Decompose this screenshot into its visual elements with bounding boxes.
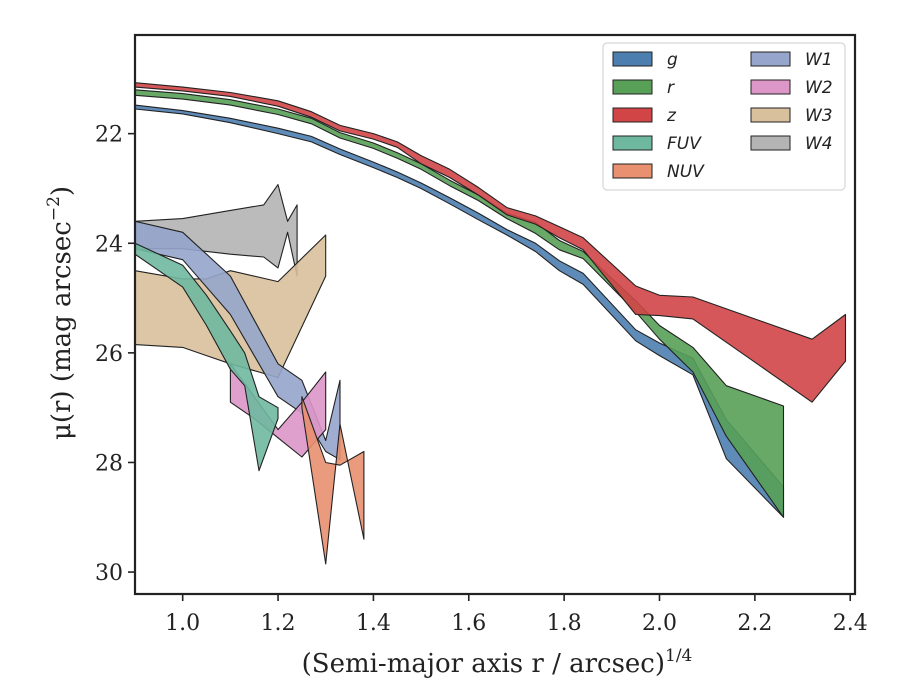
x-axis-title-main: (Semi-major axis r / arcsec) [302,649,665,679]
band-r [135,89,785,518]
legend-swatch-z [612,107,653,123]
legend-swatch-w3 [750,107,791,123]
legend-swatch-fuv [612,135,653,151]
legend-label-g: g [667,50,678,70]
y-tick-label: 26 [95,342,123,367]
legend-label-fuv: FUV [667,134,702,154]
legend-label-w4: W4 [805,134,833,154]
x-tick-label: 1.8 [547,611,582,636]
y-axis-title: μ(r) (mag arcsec−2) [44,186,77,440]
band-z [135,82,847,403]
y-tick-label: 22 [95,123,123,148]
series-bands [135,82,847,565]
x-tick-label: 2.4 [833,611,868,636]
y-tick-label: 28 [95,451,123,476]
y-tick-label: 24 [95,232,123,257]
legend-label-w3: W3 [805,106,833,126]
legend-swatch-nuv [612,163,653,179]
legend-label-w2: W2 [805,78,833,98]
x-tick-label: 1.2 [261,611,296,636]
legend-swatch-w2 [750,79,791,95]
x-tick-label: 2.0 [642,611,677,636]
x-tick-label: 1.0 [165,611,200,636]
x-axis: 1.0 1.2 1.4 1.6 1.8 2.0 2.2 2.4 [165,594,868,636]
legend-label-w1: W1 [805,50,833,70]
legend-swatch-r [612,79,653,95]
y-axis-title-close: ) [47,186,77,196]
legend-label-nuv: NUV [667,162,705,182]
y-axis-title-exponent: −2 [44,196,64,221]
legend-swatch-w1 [750,51,791,67]
x-tick-label: 1.4 [356,611,391,636]
x-axis-title-exponent: 1/4 [665,646,692,666]
legend-label-r: r [667,78,675,98]
legend: grz FUV NUV W1 W2 W3 W4 [602,42,846,191]
legend-swatch-g [612,51,653,67]
band-fuv [135,242,279,472]
y-tick-label: 30 [95,561,123,586]
x-axis-title: (Semi-major axis r / arcsec)1/4 [302,646,693,679]
x-tick-label: 1.6 [451,611,486,636]
legend-label-z: z [666,106,677,126]
x-tick-label: 2.2 [737,611,772,636]
y-axis: 22 24 26 28 30 [95,123,135,586]
plot-frame [133,33,857,596]
band-nuv [301,396,365,565]
legend-swatch-w4 [750,135,791,151]
y-axis-title-main: μ(r) (mag arcsec [47,221,77,440]
